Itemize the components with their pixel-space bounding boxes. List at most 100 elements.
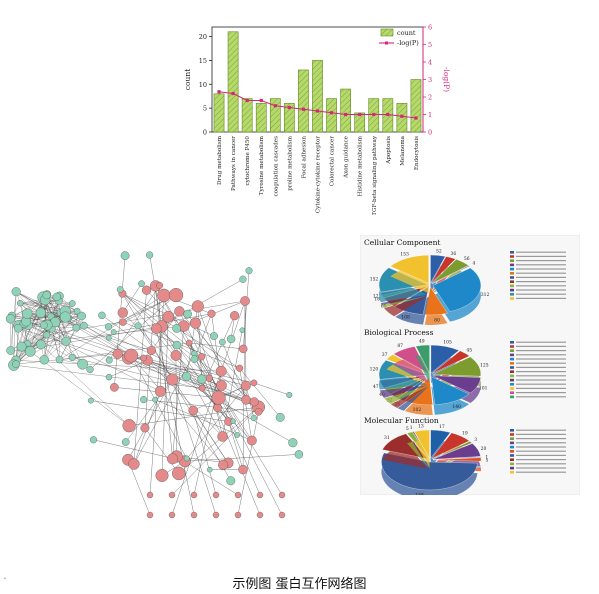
y-tick-label: 0 [203, 129, 207, 137]
pie-slice-label: 312 [481, 292, 490, 298]
network-edge [20, 300, 59, 304]
network-node [59, 311, 71, 323]
network-node [154, 385, 166, 397]
pie-legend-swatch [510, 293, 514, 296]
pie-legend-swatch [510, 259, 514, 262]
pie-title: Cellular Component [364, 238, 440, 247]
network-edge [184, 454, 299, 462]
network-node [162, 310, 175, 323]
network-edge [172, 379, 217, 516]
network-node [219, 338, 226, 346]
pie-legend-line [516, 260, 566, 262]
network-node [294, 450, 304, 459]
pie-legend-swatch [510, 445, 514, 449]
network-node [55, 355, 64, 364]
legend-marker-logp [385, 41, 388, 45]
pie-slice [430, 254, 446, 284]
pie-slice-label: 152 [370, 276, 379, 282]
pie-legend-swatch [510, 441, 514, 445]
network-edge [222, 342, 247, 400]
pie-slice-label: 87 [397, 343, 403, 349]
network-edge [197, 306, 222, 372]
line-point [259, 98, 263, 103]
pie-legend-swatch [510, 378, 514, 382]
network-edge [15, 360, 222, 372]
pie-slice-label: 36 [451, 251, 457, 257]
x-tick-label: Endocytosis [414, 136, 420, 170]
network-node [234, 491, 242, 499]
line-point [344, 112, 348, 117]
network-edge [16, 291, 44, 326]
line-point [329, 111, 334, 115]
pie-legend-swatch [510, 297, 514, 300]
network-edge [147, 360, 223, 437]
pie-slice-label: 52 [436, 248, 442, 254]
network-node [35, 307, 46, 318]
network-node [120, 251, 130, 261]
network-edge [228, 421, 261, 496]
y-tick-label: 20 [199, 33, 207, 41]
network-node [174, 306, 185, 317]
pie-slice-side [393, 356, 429, 384]
pie-slice-side [412, 441, 430, 469]
network-edge [46, 300, 246, 336]
bar [227, 31, 239, 133]
network-node [172, 340, 182, 350]
pie-legend-swatch [510, 429, 514, 432]
network-node [226, 334, 236, 344]
kegg-bar-line-chart: 0 5 10 15 20 0 1 2 3 4 5 6 count -log(P) Drug metaboli… [183, 24, 450, 216]
network-edge [89, 294, 177, 370]
pie-legend-line [516, 341, 566, 343]
y2-tick-label: 2 [428, 94, 432, 102]
network-edge [131, 355, 259, 408]
pie-slice [432, 265, 471, 284]
network-node [239, 327, 245, 333]
pie-slice [431, 256, 456, 284]
x-tick-label: Apoptosis [386, 136, 392, 165]
network-node [166, 373, 179, 386]
line-point [358, 112, 362, 117]
pie-slice-label: 138 [415, 492, 424, 495]
network-node [234, 511, 242, 519]
pie-legend-swatch [510, 471, 514, 474]
network-node [191, 300, 204, 313]
network-node [218, 459, 229, 470]
network-node [250, 414, 257, 421]
pie-legend-line [516, 379, 566, 381]
network-node [128, 458, 140, 470]
network-edge [146, 290, 259, 408]
bar [410, 79, 422, 133]
network-edge [194, 313, 212, 360]
network-edge [133, 353, 195, 465]
pie-legend-line [516, 450, 566, 452]
pie-slice [430, 429, 451, 459]
network-node [288, 438, 298, 448]
network-node [189, 317, 201, 329]
network-edge [120, 289, 210, 379]
bar [213, 93, 225, 133]
pie-legend-line [516, 366, 566, 368]
network-node [240, 296, 250, 306]
network-node [236, 364, 244, 372]
pie-legend-swatch [510, 357, 514, 361]
network-edge [117, 353, 246, 386]
network-edge [175, 355, 202, 380]
network-node [207, 309, 216, 318]
network-edge [15, 327, 77, 365]
x-tick-label: Axon guidance [344, 135, 350, 179]
pie-legend-swatch [510, 366, 514, 369]
y2-tick-label: 5 [428, 41, 432, 49]
network-edge [15, 353, 118, 365]
pie-slice-side [397, 386, 429, 411]
network-node [278, 491, 286, 499]
pie-slice [432, 443, 481, 460]
pie-legend-line [516, 251, 566, 253]
pie-legend-swatch [510, 251, 514, 254]
network-node [168, 491, 176, 499]
network-node [185, 339, 193, 347]
network-node [182, 371, 192, 381]
network-node [216, 380, 227, 391]
figure-caption: 示例图 蛋白互作网络图 [232, 577, 367, 592]
network-node [121, 438, 130, 446]
pie-legend-swatch [510, 263, 514, 267]
